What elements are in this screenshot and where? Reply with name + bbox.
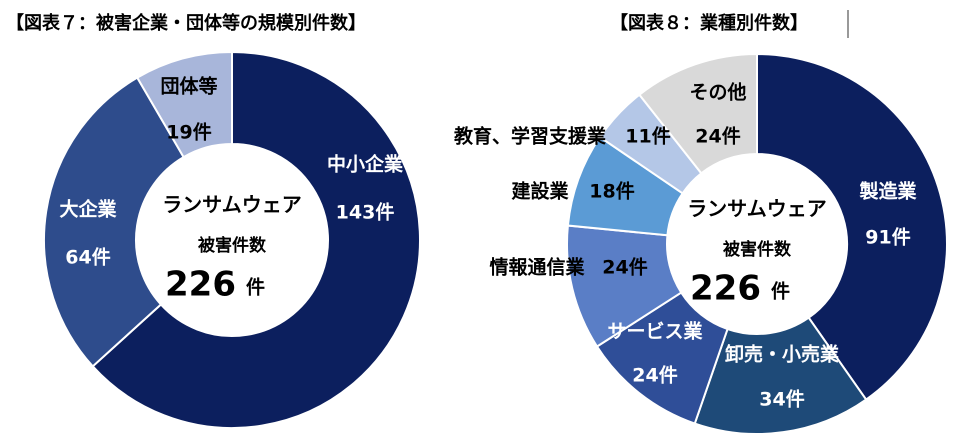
- center-total: 226: [690, 269, 761, 309]
- category-label: その他: [689, 81, 746, 104]
- category-label: 情報通信業: [489, 256, 585, 279]
- center-unit: 件: [771, 280, 790, 303]
- category-label: 中小企業: [327, 153, 404, 176]
- value-label: 24件: [632, 364, 677, 387]
- category-label: 卸売・小売業: [725, 343, 840, 366]
- chart-title: 【図表７：被害企業・団体等の規模別件数】: [6, 12, 366, 34]
- value-label: 19件: [166, 121, 211, 144]
- category-label: 建設業: [511, 180, 569, 203]
- value-label: 18件: [589, 180, 634, 203]
- center-unit: 件: [246, 276, 265, 299]
- value-label: 11件: [625, 125, 670, 148]
- category-label: 教育、学習支援業: [454, 125, 607, 148]
- donut-hole: [667, 154, 847, 334]
- center-label: 被害件数: [198, 235, 267, 256]
- center-label: 被害件数: [723, 239, 792, 260]
- center-total: 226: [165, 265, 236, 305]
- value-label: 91件: [865, 226, 910, 249]
- value-label: 143件: [336, 201, 395, 224]
- category-label: 大企業: [59, 198, 117, 221]
- center-label: ランサムウェア: [687, 197, 827, 221]
- value-label: 34件: [759, 388, 804, 411]
- category-label: サービス業: [607, 320, 703, 343]
- value-label: 64件: [65, 246, 110, 269]
- donut-hole: [136, 144, 328, 336]
- value-label: 24件: [602, 256, 647, 279]
- center-label: ランサムウェア: [162, 193, 302, 217]
- chart-title: 【図表８：業種別件数】: [610, 12, 808, 34]
- category-label: 製造業: [858, 180, 917, 203]
- category-label: 団体等: [160, 75, 217, 98]
- value-label: 24件: [695, 125, 740, 148]
